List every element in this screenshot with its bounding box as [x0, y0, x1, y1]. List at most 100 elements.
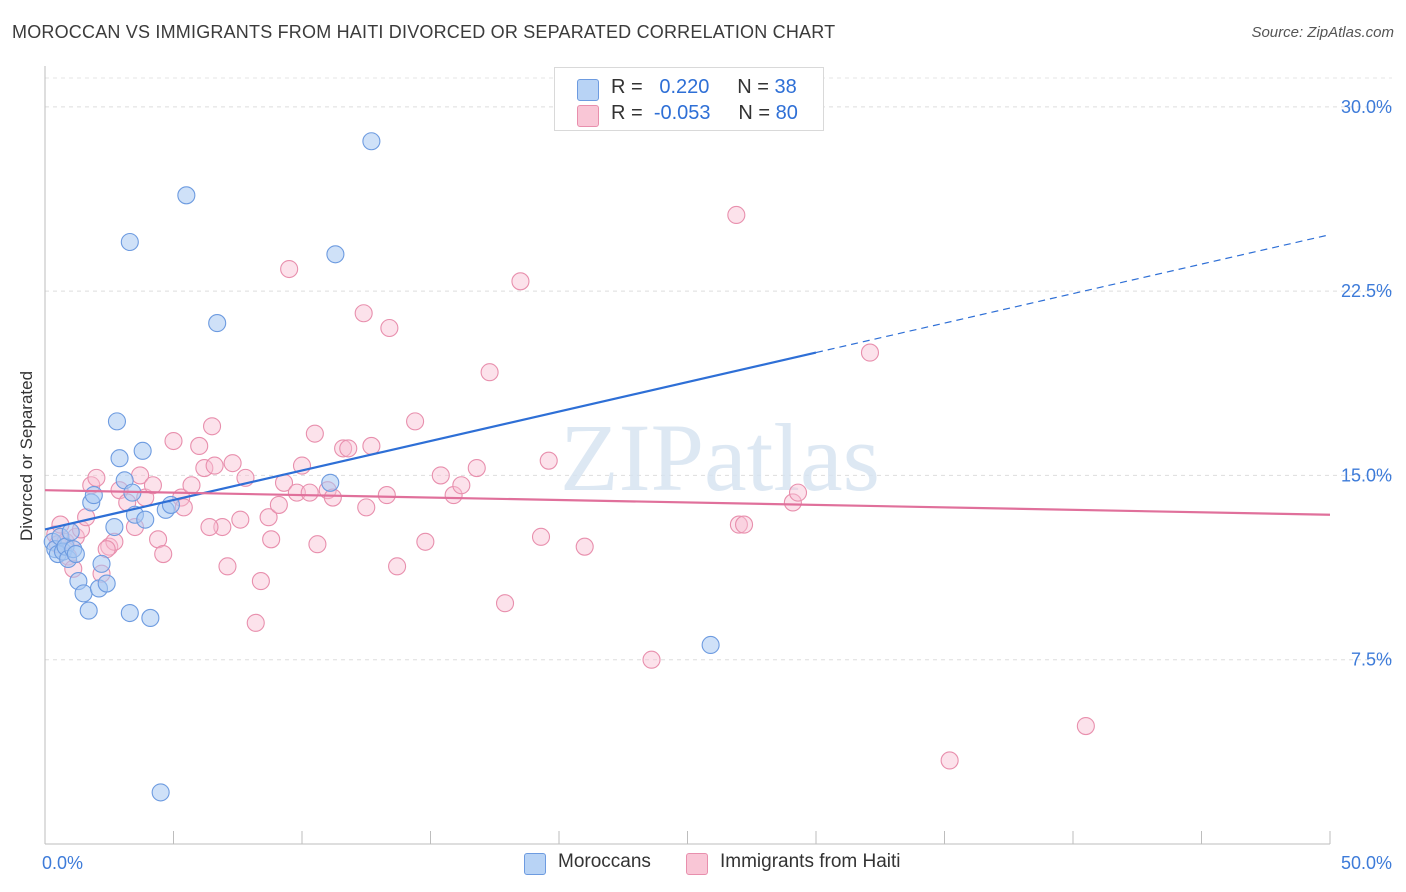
legend-stats-moroccans: R = 0.220 N = 38 [611, 76, 797, 98]
moroccan-point [326, 245, 345, 264]
source-label: Source: ZipAtlas.com [1251, 24, 1394, 41]
haiti-point [154, 545, 173, 564]
trend-line-haiti [44, 489, 1331, 516]
moroccan-point [97, 574, 116, 593]
moroccan-point [66, 545, 85, 564]
series-moroccans [43, 132, 720, 802]
legend-swatch-haiti [577, 105, 599, 127]
haiti-point [788, 483, 808, 502]
legend-label-moroccans: Moroccans [558, 851, 651, 872]
haiti-point [164, 431, 183, 451]
haiti-point [642, 650, 661, 669]
haiti-point [357, 498, 376, 517]
haiti-point [531, 527, 551, 546]
legend-swatch-moroccans-bottom [524, 853, 546, 875]
y-tick-labels: 7.5% 15.0% 22.5% 30.0% [1341, 97, 1392, 670]
moroccan-point [362, 132, 381, 151]
haiti-point [416, 532, 435, 551]
axes [44, 66, 1331, 845]
haiti-point [377, 486, 396, 505]
haiti-point [205, 456, 224, 475]
moroccan-point [177, 186, 196, 205]
haiti-point [305, 424, 324, 443]
haiti-point [354, 304, 373, 323]
moroccan-point [120, 603, 139, 623]
moroccan-point [208, 314, 227, 333]
haiti-point [575, 537, 594, 556]
haiti-point [339, 439, 358, 458]
haiti-point [480, 363, 499, 382]
gridlines [45, 77, 1392, 661]
haiti-point [287, 483, 306, 502]
legend-stats-haiti: R = -0.053 N = 80 [611, 102, 798, 124]
haiti-point [539, 451, 558, 470]
y-tick-label: 15.0% [1341, 465, 1392, 485]
legend-swatch-moroccans [577, 79, 599, 101]
haiti-point [444, 486, 463, 505]
moroccan-point [701, 635, 720, 655]
haiti-point [511, 272, 530, 291]
haiti-point [231, 510, 250, 529]
trend-lines [44, 234, 1331, 531]
moroccan-point [107, 412, 127, 431]
moroccan-point [133, 441, 152, 460]
haiti-point [143, 476, 162, 495]
haiti-point [259, 508, 278, 527]
haiti-point [190, 436, 209, 455]
n-value-moroccans: 38 [774, 76, 797, 98]
moroccan-point [79, 601, 98, 620]
moroccan-point [321, 473, 340, 492]
haiti-point [200, 517, 219, 537]
haiti-point [246, 613, 265, 632]
haiti-point [300, 483, 319, 502]
haiti-point [251, 572, 270, 591]
haiti-point [182, 476, 201, 495]
haiti-point [388, 557, 407, 576]
moroccan-point [105, 517, 124, 537]
moroccan-point [120, 232, 139, 252]
x-tick-label: 50.0% [1341, 853, 1392, 873]
haiti-point [262, 530, 281, 549]
haiti-point [362, 436, 381, 455]
x-tick-label: 0.0% [42, 853, 83, 873]
haiti-point [223, 454, 242, 473]
moroccan-point [151, 783, 170, 802]
haiti-point [218, 557, 237, 576]
trend-line-moroccans-projection [815, 234, 1331, 354]
haiti-point [734, 515, 754, 534]
correlation-legend: R = 0.220 N = 38 R = -0.053 N = 80 [554, 67, 824, 131]
haiti-point [308, 535, 327, 554]
y-axis-label: Divorced or Separated [17, 370, 36, 542]
moroccan-point [110, 449, 129, 468]
r-value-moroccans: 0.220 [659, 76, 710, 98]
haiti-point [452, 476, 471, 495]
watermark: ZIPatlas [560, 404, 880, 511]
haiti-point [940, 751, 959, 770]
r-value-haiti: -0.053 [653, 102, 711, 124]
haiti-point [1076, 717, 1095, 736]
moroccan-point [92, 554, 111, 573]
haiti-point [203, 417, 222, 436]
y-tick-label: 30.0% [1341, 97, 1392, 117]
haiti-point [334, 439, 353, 458]
moroccan-point [141, 608, 160, 627]
haiti-point [323, 488, 342, 507]
haiti-point [860, 343, 880, 362]
haiti-point [495, 594, 515, 613]
moroccan-point [74, 584, 93, 603]
chart-title: MOROCCAN VS IMMIGRANTS FROM HAITI DIVORC… [12, 22, 836, 42]
legend-label-haiti: Immigrants from Haiti [720, 851, 901, 872]
haiti-point [431, 466, 450, 485]
haiti-point [280, 259, 299, 279]
n-value-haiti: 80 [775, 102, 798, 124]
haiti-point [380, 318, 399, 338]
legend-swatch-haiti-bottom [686, 853, 708, 875]
y-tick-label: 7.5% [1351, 650, 1392, 670]
haiti-point [727, 205, 746, 225]
haiti-point [406, 412, 425, 431]
haiti-point [100, 537, 119, 556]
moroccan-point [84, 486, 103, 505]
moroccan-point [136, 510, 155, 529]
x-tick-labels: 0.0% 50.0% [42, 853, 1392, 873]
